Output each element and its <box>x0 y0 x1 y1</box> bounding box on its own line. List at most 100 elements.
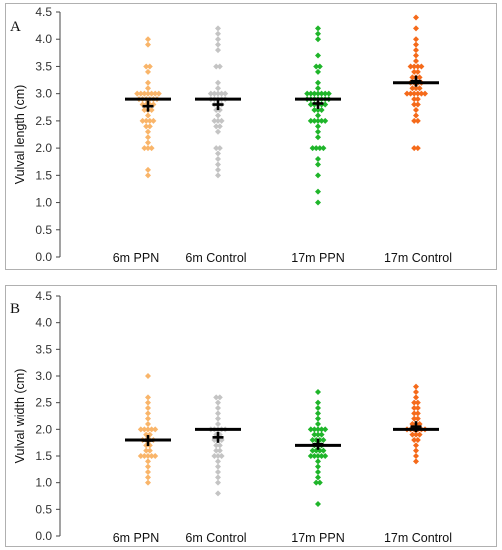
data-point <box>411 145 418 152</box>
data-point <box>216 442 223 449</box>
data-point <box>145 145 151 152</box>
data-point <box>141 90 148 97</box>
data-point <box>215 150 221 157</box>
y-tick-label: 1.5 <box>35 449 52 463</box>
data-point <box>322 101 329 108</box>
y-axis-label: Vulval length (cm) <box>13 85 27 185</box>
data-point <box>215 421 221 427</box>
data-point <box>146 63 153 70</box>
category-label: 17m PPN <box>291 251 345 265</box>
data-point <box>307 426 314 433</box>
data-point <box>316 63 323 70</box>
data-point <box>315 172 321 179</box>
data-point <box>413 442 419 449</box>
data-point <box>145 79 151 86</box>
data-point <box>414 96 421 103</box>
data-point <box>316 145 323 152</box>
data-point <box>413 447 419 454</box>
y-tick-label: 1.5 <box>35 168 52 182</box>
data-point <box>215 405 221 411</box>
data-point <box>313 145 320 152</box>
data-point <box>145 415 151 422</box>
y-tick-label: 0.5 <box>35 502 52 516</box>
data-point <box>146 447 153 454</box>
data-point <box>215 463 221 470</box>
data-point <box>145 453 151 459</box>
data-point <box>146 123 153 130</box>
data-point <box>145 426 151 433</box>
data-point <box>318 90 325 97</box>
data-point <box>143 442 150 449</box>
data-point <box>315 199 321 206</box>
data-point <box>411 415 418 422</box>
data-point <box>315 117 321 124</box>
data-point <box>318 431 325 438</box>
data-point <box>409 431 416 438</box>
data-point <box>141 145 148 152</box>
category-label: 17m Control <box>384 251 452 265</box>
data-point <box>215 30 221 37</box>
data-point <box>315 68 321 75</box>
data-point <box>311 426 318 433</box>
data-point <box>413 47 419 54</box>
data-point <box>309 437 316 443</box>
data-point <box>414 405 421 411</box>
data-point <box>416 431 423 438</box>
data-point <box>141 426 148 433</box>
y-tick-label: 4.0 <box>35 32 52 46</box>
data-point <box>413 52 419 59</box>
data-point <box>315 463 321 470</box>
data-point <box>304 90 311 97</box>
y-tick-label: 2.5 <box>35 114 52 128</box>
data-point <box>143 117 150 124</box>
data-point <box>315 123 321 130</box>
data-point <box>322 426 329 433</box>
data-point <box>148 90 155 97</box>
data-point <box>315 90 321 97</box>
data-point <box>145 112 151 119</box>
data-point <box>216 394 223 401</box>
data-point <box>213 145 220 152</box>
data-point <box>145 394 151 401</box>
data-point <box>150 117 157 124</box>
data-point <box>409 85 416 92</box>
data-point <box>315 469 321 475</box>
data-point <box>213 447 220 454</box>
data-point <box>413 25 419 32</box>
data-point <box>141 107 148 113</box>
data-point <box>145 399 151 406</box>
data-point <box>413 14 419 21</box>
data-point <box>315 426 321 433</box>
data-point <box>413 389 419 395</box>
data-point <box>148 426 155 433</box>
data-point <box>215 117 221 124</box>
data-point <box>215 172 221 179</box>
data-point <box>411 399 418 406</box>
data-point <box>307 90 314 97</box>
data-point <box>322 453 329 459</box>
data-point <box>137 453 144 459</box>
data-point <box>215 399 221 406</box>
chart-panel-b: B Vulval width (cm) 0.0 0.5 1.0 1.5 2.0 2.5 3.0 3… <box>5 285 497 547</box>
data-point <box>148 107 155 113</box>
data-point <box>311 90 318 97</box>
data-point <box>215 156 221 162</box>
data-point <box>215 85 221 92</box>
data-point <box>413 458 419 465</box>
data-point <box>207 90 214 97</box>
data-point <box>307 101 314 108</box>
data-point <box>414 90 421 97</box>
data-point <box>145 172 151 179</box>
data-point <box>411 410 418 417</box>
vulval-length-chart: A Vulval length (cm) 0.0 0.5 1.0 1.5 2.0 2.5 3.0… <box>10 5 452 265</box>
data-point <box>145 36 151 43</box>
data-point <box>215 47 221 54</box>
data-point <box>152 90 159 97</box>
data-point <box>315 501 321 507</box>
panel-label: B <box>10 301 20 317</box>
data-point <box>413 112 419 119</box>
data-point <box>139 117 146 124</box>
data-point <box>215 490 221 497</box>
data-point <box>215 79 221 86</box>
y-tick-label: 2.0 <box>35 141 52 155</box>
